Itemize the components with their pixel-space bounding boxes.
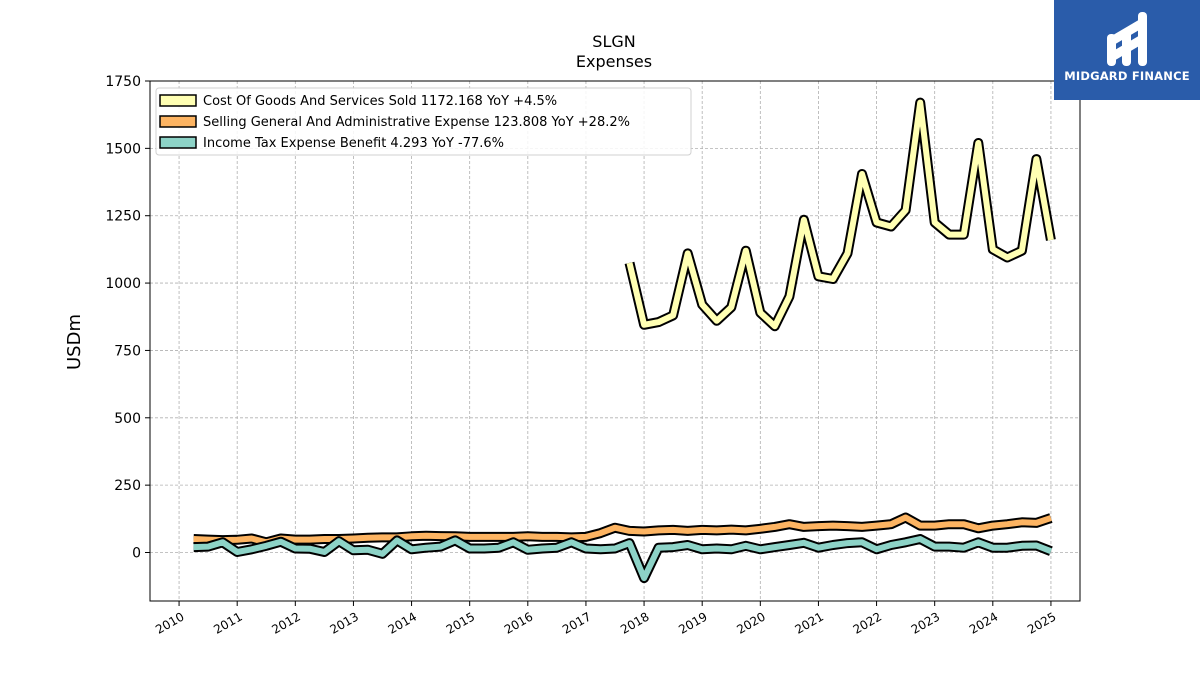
legend-swatch	[159, 94, 197, 107]
logo-mark-icon	[1107, 12, 1147, 66]
chart-title: SLGN	[592, 32, 635, 51]
x-tick-label: 2016	[502, 609, 535, 636]
y-tick-label: 750	[114, 343, 141, 359]
y-tick-label: 1500	[105, 141, 141, 157]
plot-frame	[149, 80, 1081, 602]
series-0-line	[626, 99, 1054, 330]
y-tick-label: 500	[114, 411, 141, 427]
legend-label: Income Tax Expense Benefit 4.293 YoY -77…	[203, 136, 504, 151]
y-axis-label: USDm	[64, 314, 85, 370]
y-tick-label: 0	[132, 546, 141, 562]
x-tick-label: 2022	[851, 609, 884, 636]
series-2-line	[193, 536, 1052, 582]
x-tick-label: 2017	[560, 609, 593, 636]
y-tick-label: 250	[114, 478, 141, 494]
legend-box	[155, 87, 692, 156]
x-tick-label: 2025	[1025, 609, 1058, 636]
grid	[150, 80, 1080, 601]
x-tick-label: 2015	[444, 609, 477, 636]
chart-subtitle: Expenses	[576, 52, 652, 71]
x-tick-label: 2021	[792, 609, 825, 636]
legend: Cost Of Goods And Services Sold 1172.168…	[155, 87, 692, 156]
legend-swatch	[159, 136, 197, 149]
x-tick-label: 2019	[676, 609, 709, 636]
brand-logo: MIDGARD FINANCE	[1054, 0, 1200, 100]
legend-label: Cost Of Goods And Services Sold 1172.168…	[203, 94, 557, 109]
x-tick-label: 2018	[618, 609, 651, 636]
legend-label: Selling General And Administrative Expen…	[203, 115, 630, 130]
x-tick-label: 2023	[909, 609, 942, 636]
x-tick-label: 2013	[327, 609, 360, 636]
x-tick-label: 2012	[269, 609, 302, 636]
axis-ticks: 0 250 500 750 1000 1250 1500 1750 2010 2011 2012 20…	[105, 74, 1058, 637]
x-tick-label: 2011	[211, 609, 244, 636]
y-tick-label: 1250	[105, 209, 141, 225]
legend-swatch	[159, 115, 197, 128]
series-layer	[193, 97, 1056, 584]
y-tick-label: 1750	[105, 74, 141, 90]
x-tick-label: 2014	[386, 609, 419, 636]
logo-text: MIDGARD FINANCE	[1064, 69, 1190, 83]
y-tick-label: 1000	[105, 276, 141, 292]
x-tick-label: 2020	[734, 609, 767, 636]
x-tick-label: 2010	[153, 609, 186, 636]
x-tick-label: 2024	[967, 609, 1000, 636]
